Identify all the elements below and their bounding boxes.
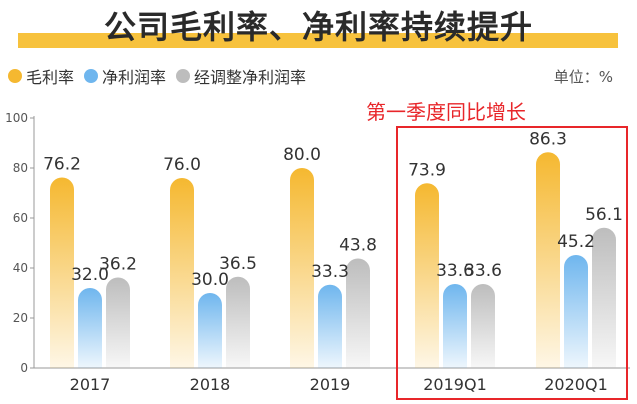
legend-label-gross-margin: 毛利率 bbox=[26, 68, 75, 87]
bar-2020Q1-series-2 bbox=[592, 227, 616, 368]
bar-2018-series-1 bbox=[198, 293, 222, 368]
bar-2017-series-1 bbox=[78, 288, 102, 368]
data-label: 73.9 bbox=[408, 160, 446, 180]
y-tick-label: 80 bbox=[13, 161, 28, 175]
y-tick-label: 100 bbox=[5, 111, 28, 125]
legend-dot-net-margin bbox=[84, 69, 99, 83]
legend: 毛利率 净利润率 经调整净利润率 bbox=[8, 64, 306, 88]
data-label: 33.6 bbox=[464, 261, 502, 281]
legend-label-adjusted-net-margin: 经调整净利润率 bbox=[194, 68, 307, 87]
data-label: 45.2 bbox=[557, 232, 595, 252]
bar-2018-series-0 bbox=[170, 178, 194, 368]
data-label: 80.0 bbox=[283, 145, 321, 165]
x-tick-label: 2019Q1 bbox=[423, 375, 487, 394]
bar-2019-series-0 bbox=[290, 168, 314, 368]
bar-2017-series-0 bbox=[50, 177, 74, 368]
data-label: 36.2 bbox=[99, 255, 137, 275]
legend-label-net-margin: 净利润率 bbox=[102, 68, 167, 87]
y-tick-label: 40 bbox=[13, 261, 28, 275]
chart-title: 公司毛利率、净利率持续提升 bbox=[103, 8, 533, 46]
unit-label: 单位：% bbox=[553, 68, 613, 86]
data-label: 33.6 bbox=[436, 261, 474, 281]
highlight-box bbox=[396, 126, 628, 400]
bar-2017-series-2 bbox=[106, 277, 130, 368]
y-tick-label: 0 bbox=[20, 361, 28, 375]
data-label: 56.1 bbox=[585, 205, 623, 225]
data-label: 36.5 bbox=[219, 254, 257, 274]
legend-item-net-margin: 净利润率 bbox=[84, 64, 166, 88]
data-label: 32.0 bbox=[71, 265, 109, 285]
data-label: 43.8 bbox=[339, 236, 377, 256]
bar-2019-series-2 bbox=[346, 258, 370, 368]
x-tick-label: 2017 bbox=[70, 375, 111, 394]
title-area: 公司毛利率、净利率持续提升 bbox=[0, 0, 637, 58]
x-tick-label: 2019 bbox=[310, 375, 351, 394]
title-underline-bar bbox=[18, 33, 618, 48]
legend-item-adjusted-net-margin: 经调整净利润率 bbox=[176, 64, 306, 88]
data-label: 86.3 bbox=[529, 129, 567, 149]
legend-dot-adjusted-net-margin bbox=[176, 69, 191, 83]
bar-2019-series-1 bbox=[318, 284, 342, 368]
legend-item-gross-margin: 毛利率 bbox=[8, 64, 74, 88]
bar-2020Q1-series-0 bbox=[536, 152, 560, 368]
bar-2018-series-2 bbox=[226, 276, 250, 368]
bar-2020Q1-series-1 bbox=[564, 255, 588, 368]
x-tick-label: 2020Q1 bbox=[544, 375, 608, 394]
x-tick-label: 2018 bbox=[190, 375, 231, 394]
annotation-text: 第一季度同比增长 bbox=[366, 100, 526, 124]
legend-dot-gross-margin bbox=[8, 69, 22, 83]
data-label: 76.2 bbox=[43, 155, 81, 175]
y-tick-label: 20 bbox=[13, 311, 28, 325]
bar-2019Q1-series-2 bbox=[471, 284, 495, 368]
y-tick-label: 60 bbox=[13, 211, 28, 225]
bar-2019Q1-series-1 bbox=[443, 284, 467, 368]
bar-2019Q1-series-0 bbox=[415, 183, 439, 368]
data-label: 30.0 bbox=[191, 270, 229, 290]
data-label: 33.3 bbox=[311, 262, 349, 282]
data-label: 76.0 bbox=[163, 155, 201, 175]
